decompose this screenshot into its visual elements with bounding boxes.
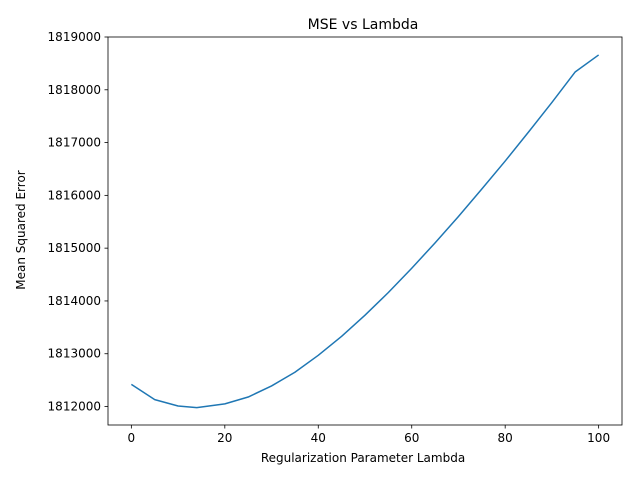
y-tick-label-1814000: 1814000	[48, 294, 101, 308]
x-tick-label-60: 60	[404, 431, 419, 445]
x-axis-label: Regularization Parameter Lambda	[261, 451, 465, 465]
x-tick-label-20: 20	[217, 431, 232, 445]
x-tick-label-40: 40	[311, 431, 326, 445]
series-line-0	[130, 54, 600, 409]
y-tick-label-1815000: 1815000	[48, 241, 101, 255]
plot-area: 0 20 40 60 80 100 1812000 1813000 1814000 1815000…	[48, 30, 623, 445]
y-tick-label-1816000: 1816000	[48, 188, 101, 202]
x-tick-label-0: 0	[128, 431, 136, 445]
chart-title: MSE vs Lambda	[308, 17, 419, 33]
y-axis-label: Mean Squared Error	[14, 170, 28, 290]
y-tick-label-1817000: 1817000	[48, 136, 101, 150]
x-tick-label-100: 100	[587, 431, 610, 445]
x-tick-label-80: 80	[498, 431, 513, 445]
axes-frame	[107, 36, 623, 426]
y-tick-label-1819000: 1819000	[48, 30, 101, 44]
y-tick-label-1812000: 1812000	[48, 400, 101, 414]
y-tick-label-1818000: 1818000	[48, 83, 101, 97]
y-tick-label-1813000: 1813000	[48, 347, 101, 361]
